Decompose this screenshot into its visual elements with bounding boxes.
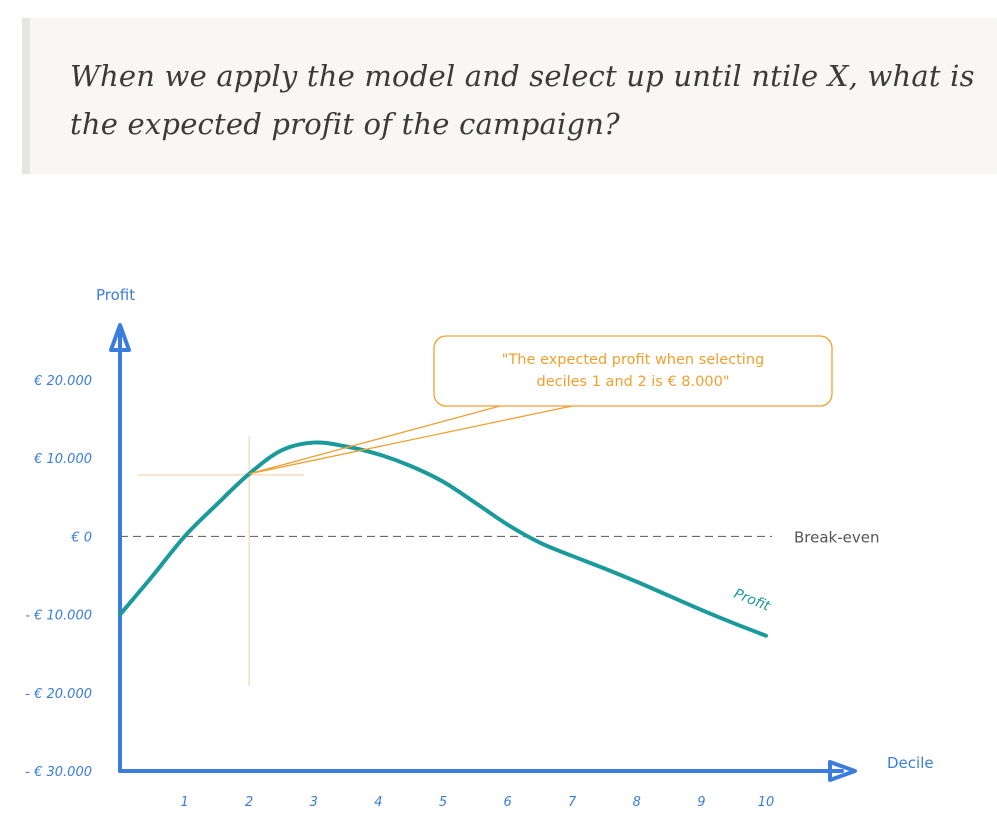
y-tick-labels: € 20.000 € 10.000 € 0 - € 10.000 - € 20.000 -… bbox=[25, 374, 92, 780]
annotation-text-line-1: "The expected profit when selecting bbox=[502, 352, 764, 368]
y-axis-arrowhead bbox=[109, 323, 131, 352]
profit-series-line bbox=[118, 440, 768, 638]
y-tick-label: - € 10.000 bbox=[25, 609, 92, 624]
profit-series-label: Profit bbox=[732, 586, 773, 615]
axes bbox=[109, 323, 857, 782]
y-tick-label: € 20.000 bbox=[33, 374, 92, 389]
annotation-callout: "The expected profit when selecting deci… bbox=[249, 335, 833, 475]
x-tick-label: 2 bbox=[245, 795, 253, 810]
x-axis-title: Decile bbox=[887, 754, 934, 772]
x-tick-label: 4 bbox=[374, 795, 382, 810]
x-tick-label: 3 bbox=[310, 795, 318, 810]
y-tick-label: - € 30.000 bbox=[25, 765, 92, 780]
annotation-text-line-2: deciles 1 and 2 is € 8.000" bbox=[536, 374, 729, 390]
x-tick-label: 10 bbox=[758, 795, 775, 810]
annotation-pointer bbox=[249, 405, 573, 475]
x-tick-label: 7 bbox=[568, 795, 577, 810]
crosshair-guides bbox=[138, 436, 304, 686]
x-tick-labels: 1 2 3 4 5 6 7 8 9 10 bbox=[180, 795, 774, 810]
question-text: When we apply the model and select up un… bbox=[70, 59, 975, 141]
y-tick-label: € 0 bbox=[70, 530, 92, 545]
x-tick-label: 1 bbox=[180, 795, 188, 810]
x-tick-label: 9 bbox=[697, 795, 705, 810]
y-axis-title: Profit bbox=[96, 286, 135, 304]
x-tick-label: 6 bbox=[503, 795, 511, 810]
break-even-label: Break-even bbox=[794, 528, 880, 546]
x-tick-label: 5 bbox=[439, 795, 447, 810]
question-blockquote: When we apply the model and select up un… bbox=[22, 18, 997, 174]
x-tick-label: 8 bbox=[633, 795, 641, 810]
x-axis-arrowhead bbox=[828, 760, 857, 782]
annotation-box bbox=[433, 335, 833, 407]
y-tick-label: € 10.000 bbox=[33, 452, 92, 467]
y-tick-label: - € 20.000 bbox=[25, 687, 92, 702]
